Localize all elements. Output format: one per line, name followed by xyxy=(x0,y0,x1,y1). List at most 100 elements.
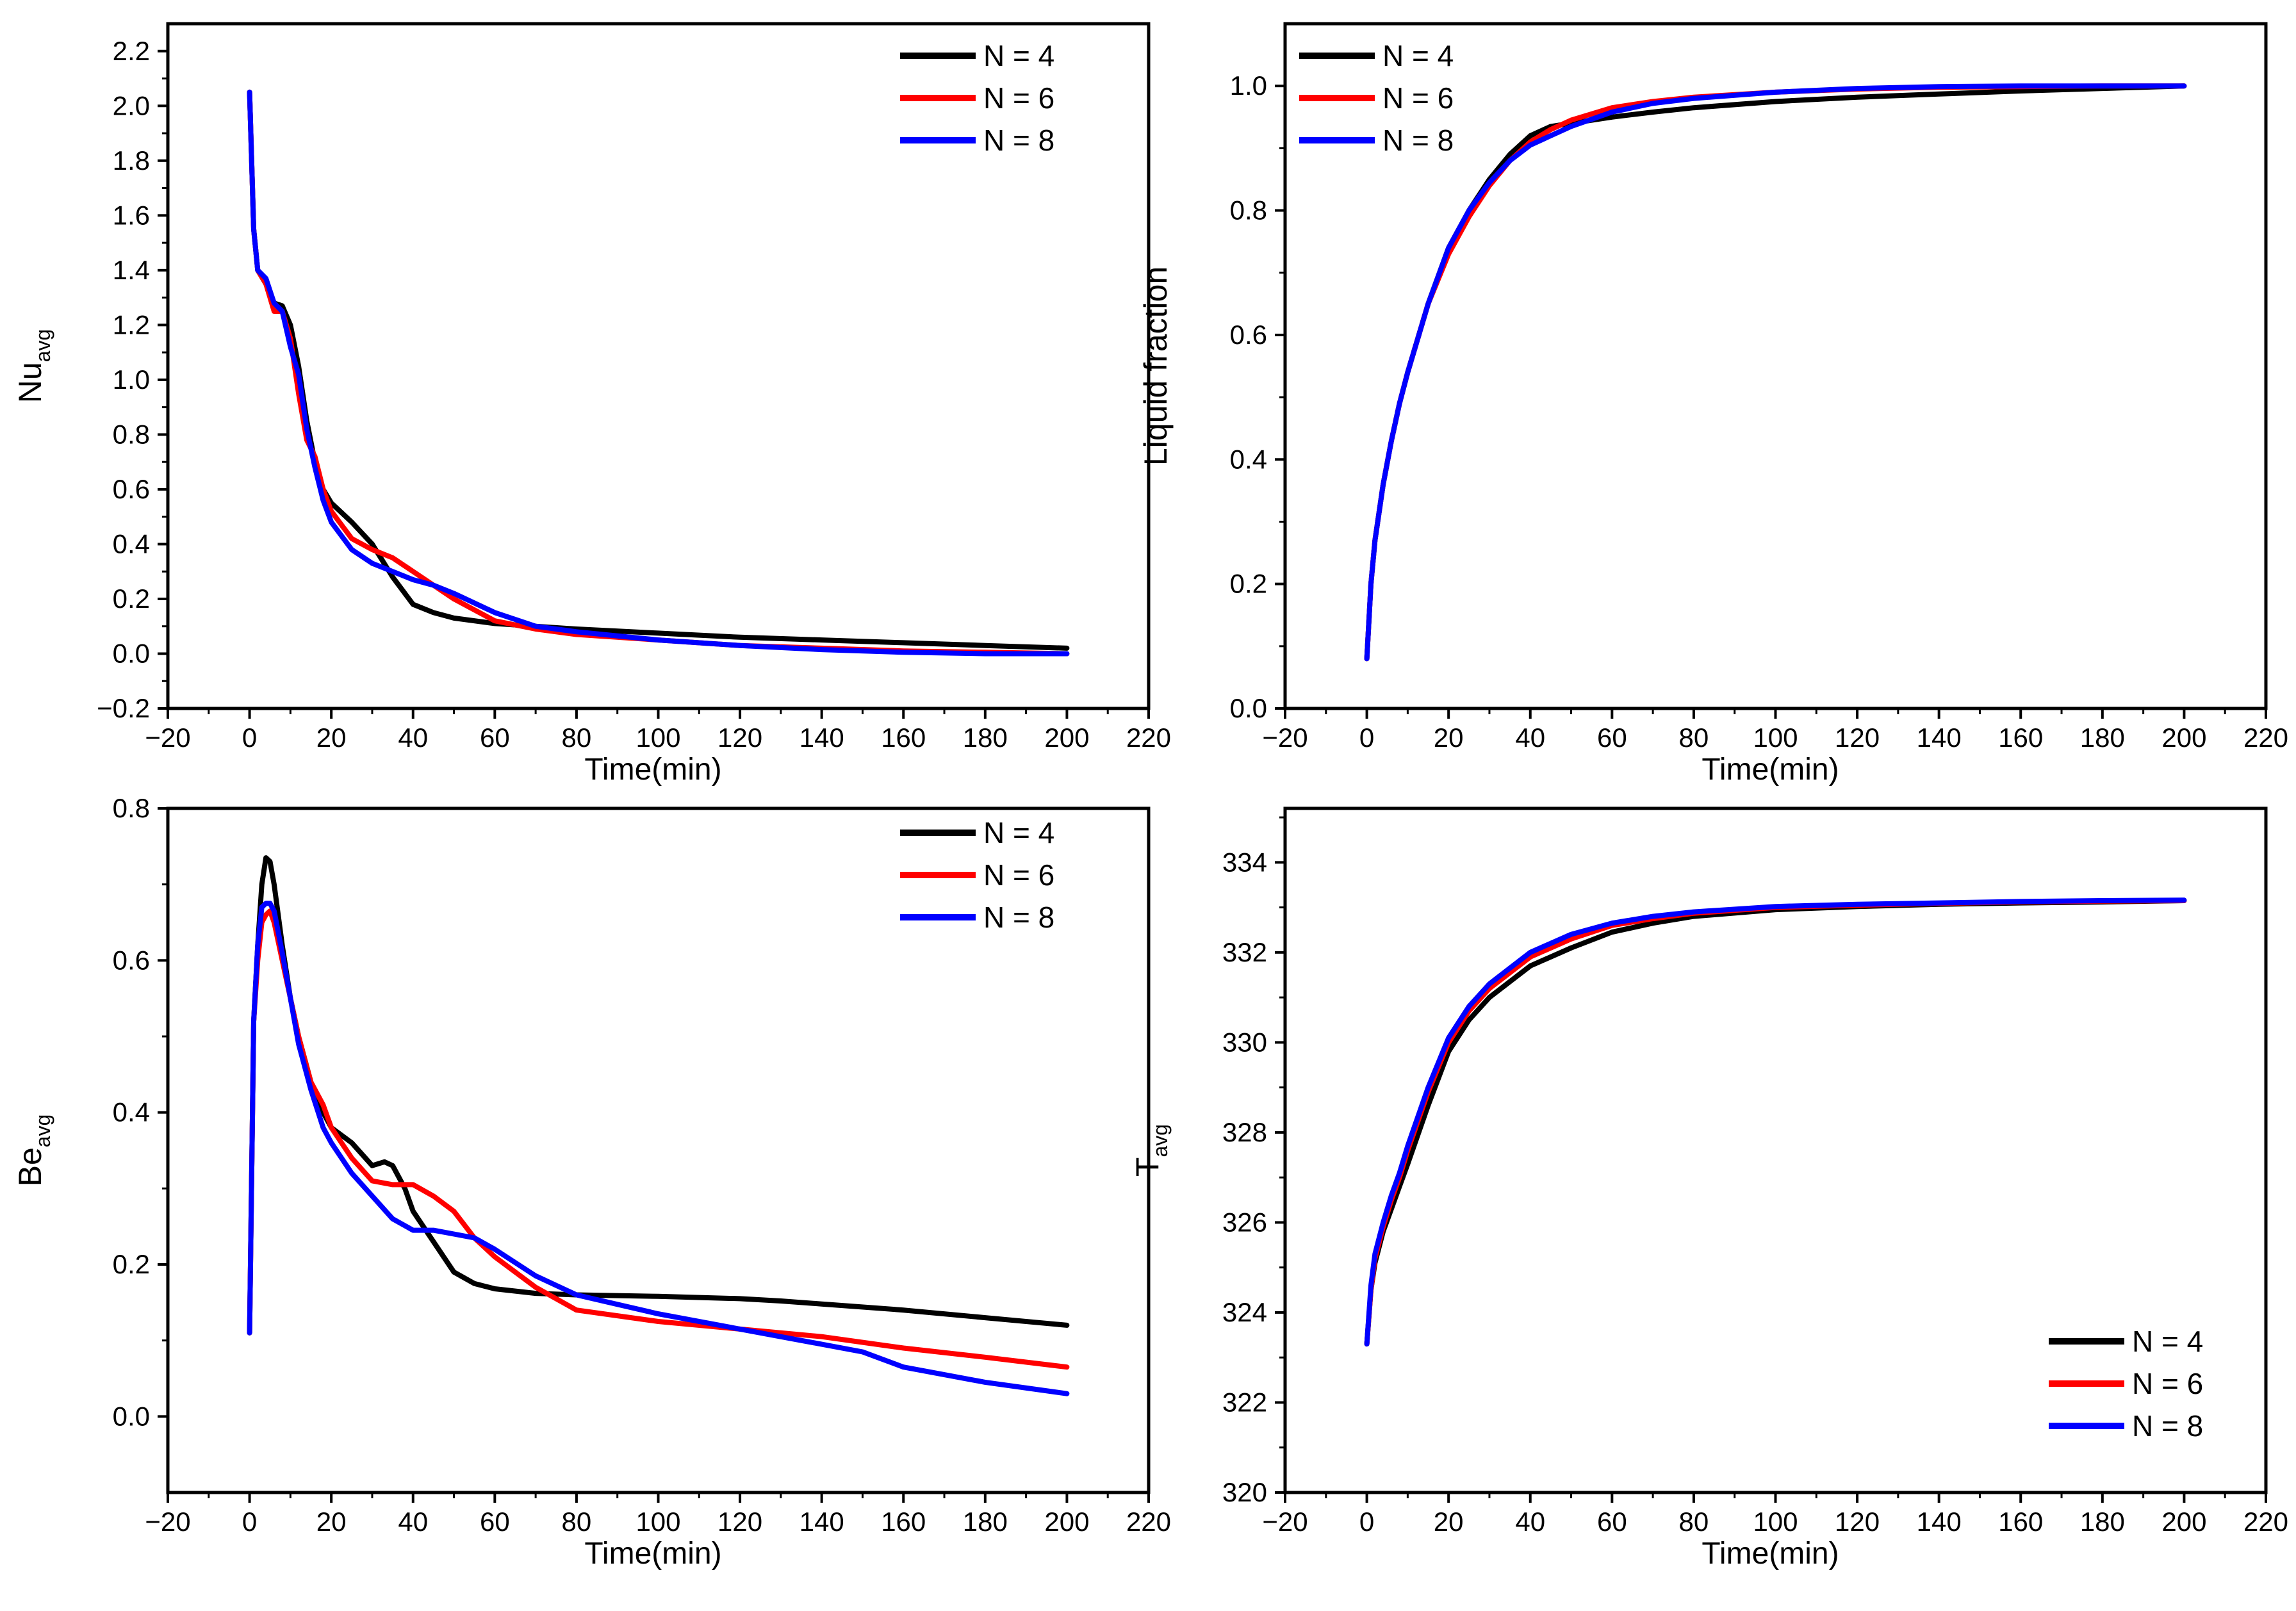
y-tick-label: 0.0 xyxy=(113,1401,150,1431)
legend-label: N = 8 xyxy=(2132,1409,2203,1443)
y-axis-label: Nuavg xyxy=(12,329,54,404)
x-tick-label: 160 xyxy=(1998,1507,2043,1537)
y-tick-label: 0.8 xyxy=(1230,195,1267,225)
legend-label: N = 6 xyxy=(983,858,1054,892)
legend-label: N = 6 xyxy=(983,81,1054,115)
x-tick-label: 180 xyxy=(963,1507,1008,1537)
x-tick-label: 80 xyxy=(1679,723,1709,753)
x-tick-label: 220 xyxy=(1126,723,1171,753)
x-axis-label: Time(min) xyxy=(584,1537,721,1571)
y-tick-label: 328 xyxy=(1222,1117,1267,1147)
legend-label: N = 4 xyxy=(1382,39,1454,72)
x-tick-label: 200 xyxy=(1044,723,1089,753)
y-axis-label-main: Be xyxy=(12,1147,48,1186)
x-tick-label: 120 xyxy=(1835,723,1880,753)
y-tick-label: 0.8 xyxy=(113,793,150,823)
x-tick-label: −20 xyxy=(145,723,190,753)
plot-frame xyxy=(1283,22,2268,710)
y-tick-label: 2.0 xyxy=(113,90,150,120)
x-tick-label: 20 xyxy=(1434,1507,1464,1537)
x-axis-label: Time(min) xyxy=(1702,1537,1839,1571)
x-tick-label: 220 xyxy=(1126,1507,1171,1537)
x-tick-label: 200 xyxy=(2161,723,2206,753)
series-line-n8 xyxy=(247,901,1070,1396)
x-tick-label: 200 xyxy=(2161,1507,2206,1537)
y-tick-label: 330 xyxy=(1222,1027,1267,1057)
x-axis-label: Time(min) xyxy=(584,753,721,787)
y-tick-label: 1.0 xyxy=(113,364,150,395)
y-axis-label-main: T xyxy=(1129,1157,1165,1177)
x-tick-label: 140 xyxy=(1917,723,1962,753)
y-tick-label: 1.6 xyxy=(113,200,150,230)
y-tick-label: −0.2 xyxy=(97,693,150,723)
y-axis-label-sub: avg xyxy=(31,329,54,363)
y-axis-label-main: Nu xyxy=(12,362,48,403)
y-tick-label: 1.0 xyxy=(1230,70,1267,101)
x-tick-label: 220 xyxy=(2243,1507,2288,1537)
y-tick-label: 2.2 xyxy=(113,36,150,66)
t-avg-chart: −20 0 20 40 60 80 100 120 140 160 180 200 220 320 322 3… xyxy=(1129,806,2288,1571)
x-tick-label: 60 xyxy=(1597,1507,1627,1537)
y-tick-label: 322 xyxy=(1222,1387,1267,1417)
y-tick-label: 1.2 xyxy=(113,309,150,339)
y-tick-label: 1.8 xyxy=(113,145,150,176)
x-tick-label: 180 xyxy=(2080,723,2125,753)
x-tick-label: 100 xyxy=(1753,723,1798,753)
legend-label: N = 4 xyxy=(983,39,1054,72)
y-tick-label: 326 xyxy=(1222,1207,1267,1237)
y-tick-label: 0.6 xyxy=(1230,320,1267,350)
x-tick-label: 180 xyxy=(2080,1507,2125,1537)
series-line-n8 xyxy=(247,89,1070,657)
nu-avg-chart: −20 0 20 40 60 80 100 120 140 160 180 200 220 −0.2 0.0… xyxy=(12,22,1171,787)
y-tick-label: 1.4 xyxy=(113,255,150,285)
x-tick-label: 100 xyxy=(636,723,680,753)
legend-label: N = 8 xyxy=(983,901,1054,934)
x-tick-label: 140 xyxy=(800,723,844,753)
y-tick-label: 0.2 xyxy=(113,1249,150,1279)
series-line-n8 xyxy=(1364,83,2187,662)
series-line-n4 xyxy=(247,855,1070,1336)
y-axis-label-sub: avg xyxy=(1149,1124,1172,1157)
y-tick-label: 324 xyxy=(1222,1297,1267,1327)
plot-frame xyxy=(166,806,1151,1494)
y-tick-label: 334 xyxy=(1222,847,1267,877)
x-tick-label: 20 xyxy=(316,723,347,753)
x-tick-label: 100 xyxy=(1753,1507,1798,1537)
y-tick-label: 0.8 xyxy=(113,419,150,449)
x-tick-label: 120 xyxy=(718,1507,762,1537)
y-tick-label: 0.4 xyxy=(1230,444,1267,474)
x-tick-label: −20 xyxy=(145,1507,190,1537)
x-tick-label: 220 xyxy=(2243,723,2288,753)
x-tick-label: 160 xyxy=(881,1507,926,1537)
y-tick-label: 0.0 xyxy=(113,638,150,668)
legend-label: N = 4 xyxy=(2132,1325,2203,1358)
y-tick-label: 0.4 xyxy=(113,528,150,559)
y-tick-label: 0.6 xyxy=(113,474,150,504)
x-tick-label: 60 xyxy=(480,723,510,753)
y-axis-label: Liquid fraction xyxy=(1138,266,1174,466)
x-tick-label: 80 xyxy=(562,723,592,753)
legend-label: N = 8 xyxy=(983,124,1054,157)
x-axis-label: Time(min) xyxy=(1702,753,1839,787)
x-tick-label: −20 xyxy=(1262,1507,1308,1537)
x-tick-label: 40 xyxy=(1515,1507,1545,1537)
x-tick-label: 40 xyxy=(398,1507,428,1537)
x-tick-label: 140 xyxy=(800,1507,844,1537)
x-tick-label: 200 xyxy=(1044,1507,1089,1537)
x-tick-label: 140 xyxy=(1917,1507,1962,1537)
plot-frame xyxy=(166,22,1151,710)
y-axis-label: Beavg xyxy=(12,1115,54,1187)
legend-label: N = 8 xyxy=(1382,124,1454,157)
x-tick-label: 60 xyxy=(480,1507,510,1537)
y-tick-label: 332 xyxy=(1222,937,1267,967)
y-tick-label: 0.2 xyxy=(113,584,150,614)
x-tick-label: 0 xyxy=(242,1507,257,1537)
x-tick-label: 160 xyxy=(1998,723,2043,753)
series-line-n6 xyxy=(247,908,1070,1370)
y-axis-label-sub: avg xyxy=(31,1115,54,1148)
x-tick-label: 0 xyxy=(1359,723,1374,753)
x-tick-label: 20 xyxy=(316,1507,347,1537)
series-line-n8 xyxy=(1364,897,2187,1347)
x-tick-label: 60 xyxy=(1597,723,1627,753)
